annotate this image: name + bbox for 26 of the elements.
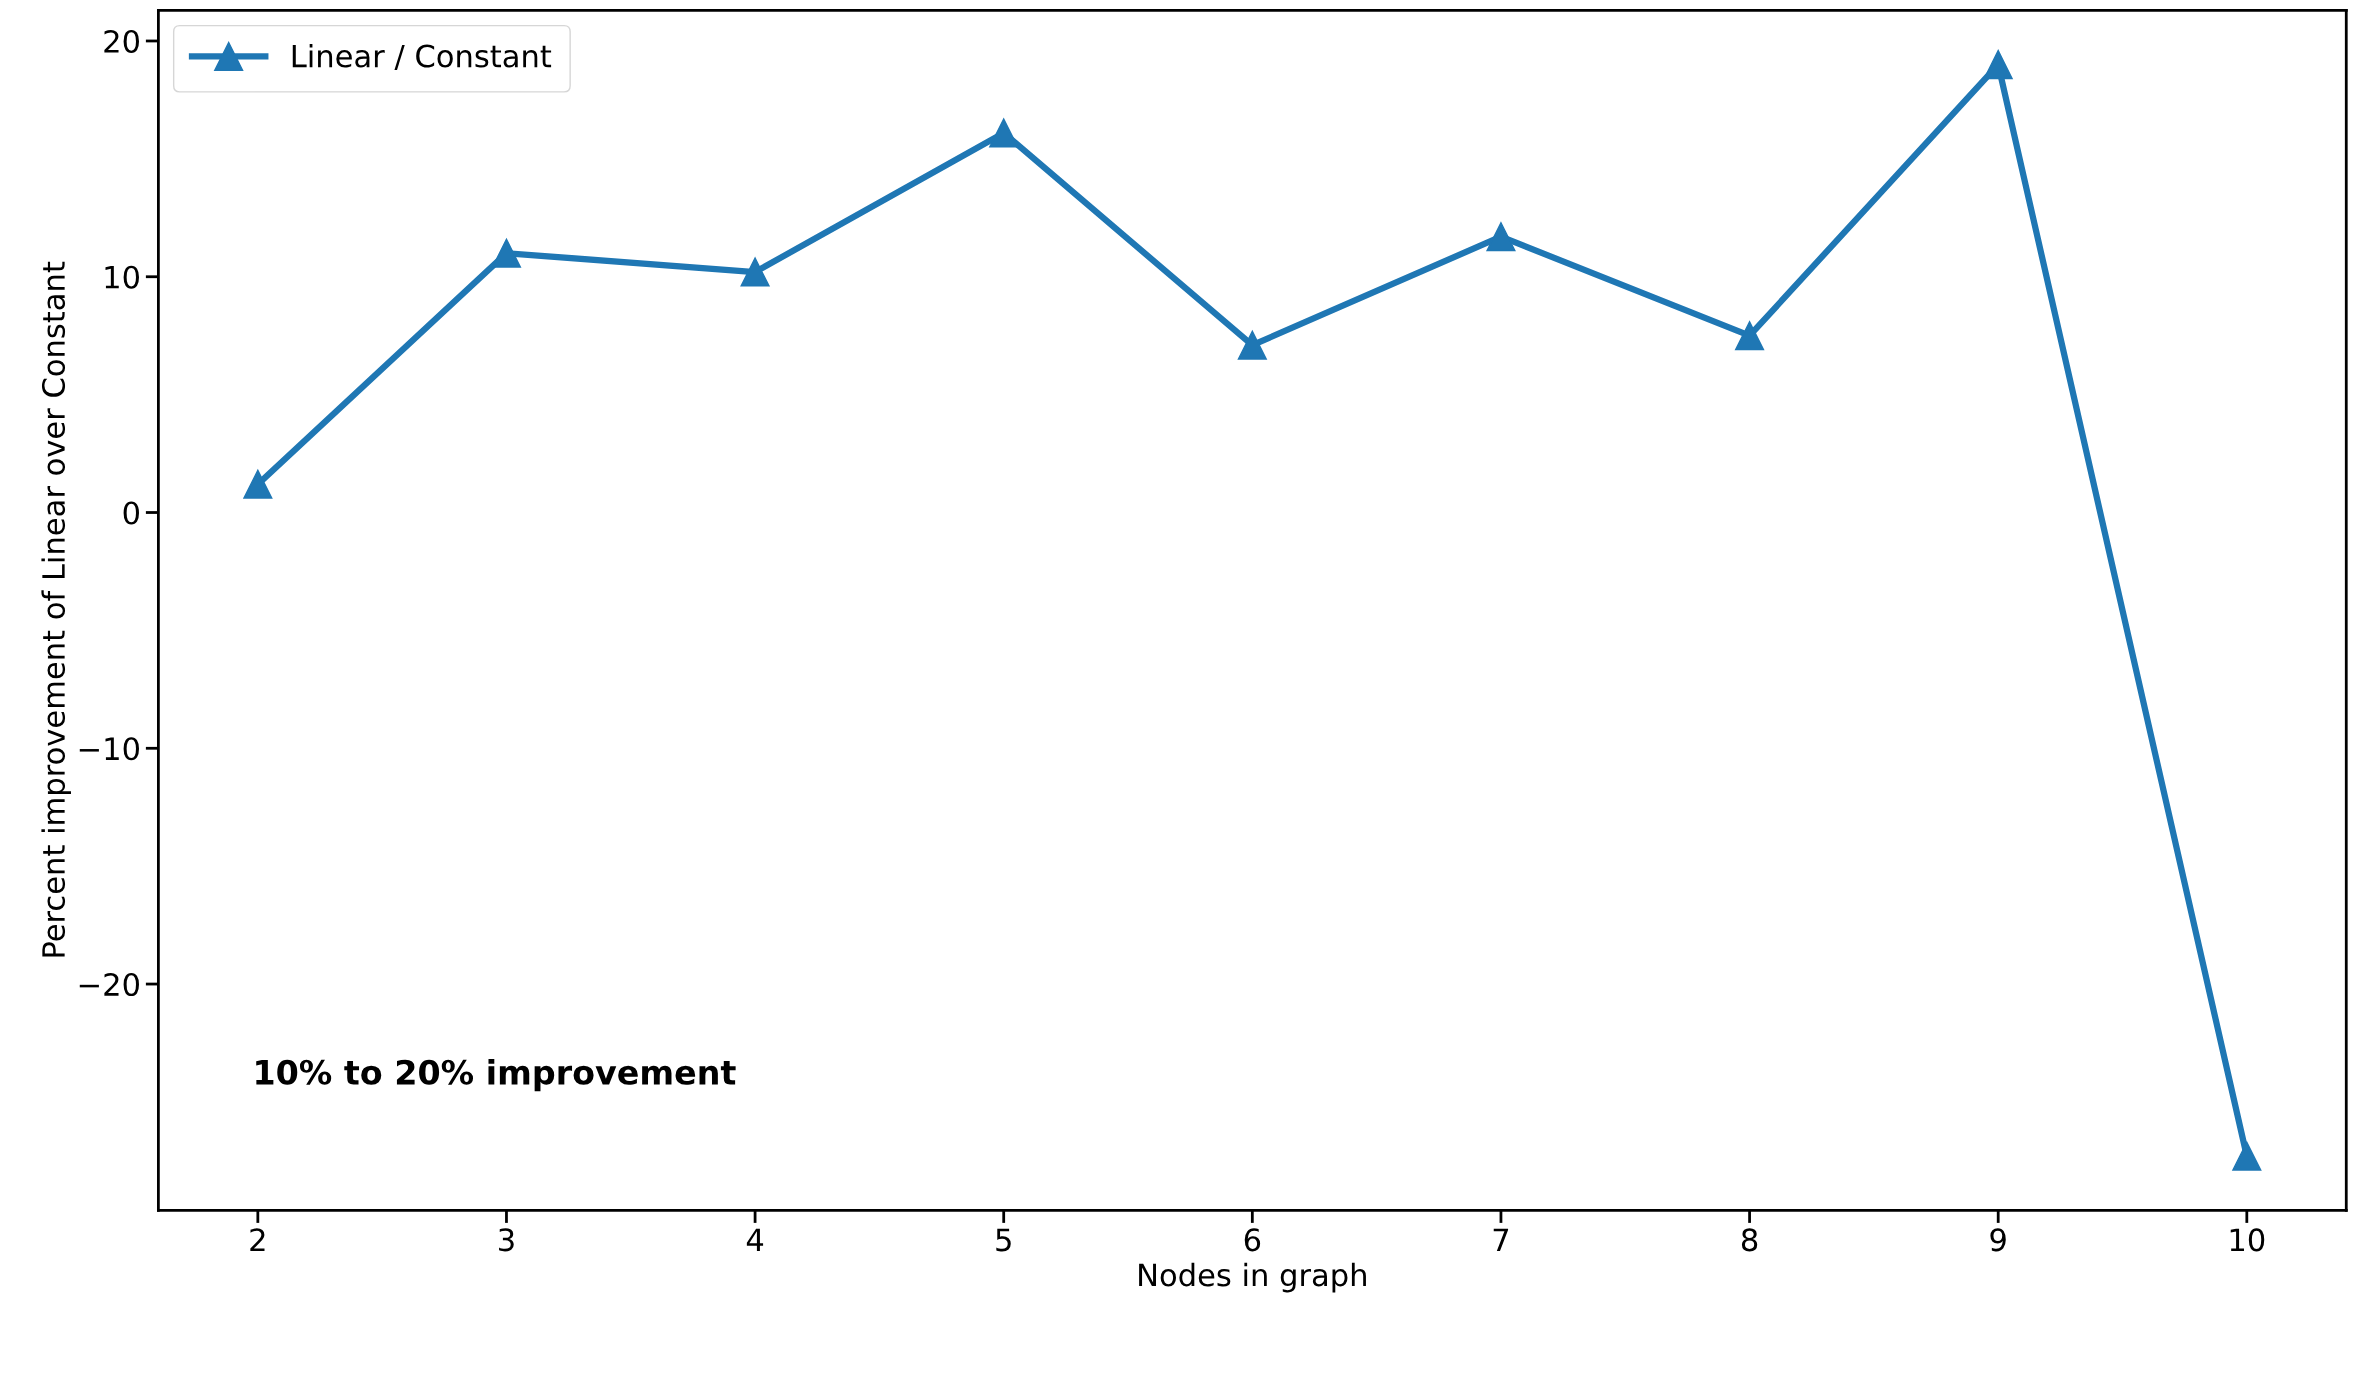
point: [1734, 321, 1765, 351]
point: [1983, 49, 2013, 80]
y-tick-label: −10: [79, 737, 139, 761]
y-tick-label: 20: [104, 29, 139, 54]
legend-label: Linear / Constant: [292, 43, 552, 70]
point: [740, 257, 770, 287]
annotation: 10% to 20% improvement: [256, 1059, 736, 1092]
point: [1486, 222, 1516, 252]
x-tick-label: 7: [1493, 1228, 1509, 1251]
y-tick-label: −20: [79, 972, 139, 997]
point: [2232, 1141, 2262, 1171]
x-axis-title: Nodes in graph: [1139, 1262, 1366, 1293]
x-tick-label: 9: [1990, 1228, 2006, 1252]
y-tick-label: 10: [105, 265, 139, 289]
x-tick-label: 3: [499, 1228, 514, 1252]
x-tick-label: 4: [746, 1228, 764, 1251]
point: [1237, 330, 1267, 360]
x-tick-label: 5: [996, 1228, 1011, 1252]
y-tick-label: 0: [123, 501, 139, 525]
x-tick-label: 8: [1741, 1228, 1758, 1252]
point: [243, 469, 273, 499]
x-tick-label: 2: [250, 1228, 265, 1251]
x-tick-label: 6: [1244, 1228, 1261, 1252]
x-tick-label: 10: [2230, 1228, 2265, 1252]
y-axis-title: Percent improvement of Linear over Constant: [41, 261, 71, 957]
point: [989, 118, 1019, 148]
